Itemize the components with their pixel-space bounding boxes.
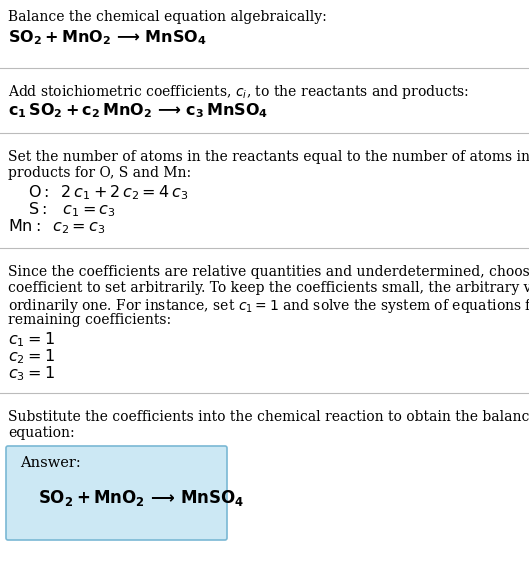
Text: $c_1 = 1$: $c_1 = 1$: [8, 330, 55, 349]
Text: products for O, S and Mn:: products for O, S and Mn:: [8, 166, 191, 180]
Text: $\mathrm{Mn{:}}\;\; c_2 = c_3$: $\mathrm{Mn{:}}\;\; c_2 = c_3$: [8, 217, 105, 236]
Text: Add stoichiometric coefficients, $c_i$, to the reactants and products:: Add stoichiometric coefficients, $c_i$, …: [8, 83, 469, 101]
Text: ordinarily one. For instance, set $c_1 = 1$ and solve the system of equations fo: ordinarily one. For instance, set $c_1 =…: [8, 297, 529, 315]
Text: $c_3 = 1$: $c_3 = 1$: [8, 364, 55, 383]
Text: $\mathbf{c_1\,SO_2 + c_2\,MnO_2 \,{\longrightarrow}\, c_3\,MnSO_4}$: $\mathbf{c_1\,SO_2 + c_2\,MnO_2 \,{\long…: [8, 101, 268, 120]
Text: Since the coefficients are relative quantities and underdetermined, choose a: Since the coefficients are relative quan…: [8, 265, 529, 279]
Text: $\mathrm{S{:}}\;\;\; c_1 = c_3$: $\mathrm{S{:}}\;\;\; c_1 = c_3$: [28, 200, 116, 219]
Text: $\mathrm{O{:}}\;\; 2\,c_1 + 2\,c_2 = 4\,c_3$: $\mathrm{O{:}}\;\; 2\,c_1 + 2\,c_2 = 4\,…: [28, 183, 188, 202]
Text: Substitute the coefficients into the chemical reaction to obtain the balanced: Substitute the coefficients into the che…: [8, 410, 529, 424]
FancyBboxPatch shape: [6, 446, 227, 540]
Text: $c_2 = 1$: $c_2 = 1$: [8, 347, 55, 366]
Text: remaining coefficients:: remaining coefficients:: [8, 313, 171, 327]
Text: Balance the chemical equation algebraically:: Balance the chemical equation algebraica…: [8, 10, 327, 24]
Text: equation:: equation:: [8, 426, 75, 440]
Text: Set the number of atoms in the reactants equal to the number of atoms in the: Set the number of atoms in the reactants…: [8, 150, 529, 164]
Text: Answer:: Answer:: [20, 456, 81, 470]
Text: $\mathbf{SO_2 + MnO_2 \,{\longrightarrow}\, MnSO_4}$: $\mathbf{SO_2 + MnO_2 \,{\longrightarrow…: [38, 488, 244, 508]
Text: $\mathbf{SO_2 + MnO_2 \,{\longrightarrow}\, MnSO_4}$: $\mathbf{SO_2 + MnO_2 \,{\longrightarrow…: [8, 28, 207, 47]
Text: coefficient to set arbitrarily. To keep the coefficients small, the arbitrary va: coefficient to set arbitrarily. To keep …: [8, 281, 529, 295]
